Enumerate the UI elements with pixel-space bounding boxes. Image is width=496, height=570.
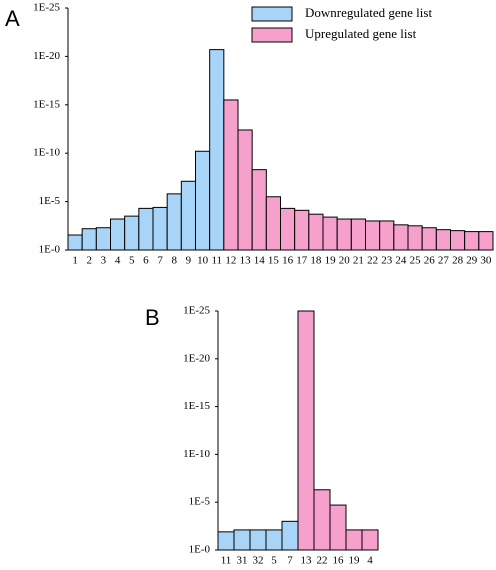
x-tick-label: 15 [268, 255, 280, 267]
x-tick-label: 6 [143, 255, 149, 267]
bar [152, 206, 168, 251]
bar [379, 220, 395, 251]
x-tick-label: 13 [301, 555, 313, 567]
x-tick-label: 11 [211, 255, 222, 267]
x-tick-label: 1 [72, 255, 78, 267]
x-tick-label: 2 [87, 255, 93, 267]
bar [308, 213, 324, 251]
legend-label: Upregulated gene list [305, 26, 417, 41]
y-tick-label: 1E-15 [183, 400, 210, 412]
bar [265, 196, 282, 251]
bar [67, 234, 83, 251]
bar [421, 227, 437, 251]
y-tick-label: 1E-25 [33, 2, 60, 14]
x-tick-label: 24 [395, 255, 407, 267]
bar [336, 218, 352, 251]
x-tick-label: 30 [480, 255, 492, 267]
x-tick-label: 27 [438, 255, 450, 267]
bar [251, 169, 267, 251]
x-tick-label: 3 [101, 255, 107, 267]
bar [450, 230, 466, 251]
legend-label: Downregulated gene list [305, 5, 432, 20]
x-tick-label: 31 [237, 555, 248, 567]
bar [124, 215, 140, 251]
bar [313, 489, 331, 551]
panel-label: A [5, 6, 20, 31]
x-tick-label: 21 [353, 255, 364, 267]
bar [407, 225, 423, 251]
x-tick-label: 16 [282, 255, 294, 267]
x-tick-label: 17 [296, 255, 308, 267]
x-tick-label: 9 [186, 255, 192, 267]
y-tick-label: 1E-0 [189, 544, 211, 556]
x-tick-label: 13 [240, 255, 252, 267]
panel-label: B [145, 305, 160, 330]
bar [361, 529, 379, 551]
bar [322, 216, 338, 251]
y-tick-label: 1E-25 [183, 305, 210, 317]
bar [166, 193, 182, 251]
x-tick-label: 4 [367, 555, 373, 567]
bar [249, 529, 267, 551]
x-tick-label: 8 [172, 255, 178, 267]
bar [280, 207, 296, 251]
x-tick-label: 25 [410, 255, 422, 267]
bar [233, 529, 251, 551]
y-tick-label: 1E-0 [39, 244, 61, 256]
y-tick-label: 1E-20 [33, 50, 60, 62]
x-tick-label: 28 [452, 255, 464, 267]
bar [297, 310, 315, 551]
x-tick-label: 5 [129, 255, 135, 267]
bar [294, 209, 310, 251]
x-tick-label: 4 [115, 255, 121, 267]
bar [478, 231, 494, 251]
bar [223, 99, 239, 251]
x-tick-label: 10 [197, 255, 209, 267]
x-tick-label: 19 [349, 555, 361, 567]
y-tick-label: 1E-10 [183, 448, 210, 460]
bar [435, 229, 452, 251]
bar [281, 520, 299, 551]
x-tick-label: 29 [466, 255, 478, 267]
x-tick-label: 18 [310, 255, 322, 267]
bar [464, 231, 480, 251]
y-tick-label: 1E-5 [39, 195, 61, 207]
bar [95, 227, 112, 251]
bar [393, 224, 409, 251]
bar [350, 218, 367, 251]
x-tick-label: 22 [367, 255, 378, 267]
x-tick-label: 14 [254, 255, 266, 267]
x-tick-label: 7 [157, 255, 163, 267]
bar [209, 49, 225, 251]
legend-swatch [251, 6, 293, 22]
bar [110, 218, 126, 251]
x-tick-label: 26 [424, 255, 436, 267]
y-tick-label: 1E-20 [183, 352, 210, 364]
bar [345, 529, 363, 551]
bar [237, 129, 253, 251]
y-tick-label: 1E-15 [33, 98, 60, 110]
x-tick-label: 12 [225, 255, 236, 267]
bar [81, 228, 97, 251]
bar [195, 150, 211, 251]
x-tick-label: 16 [333, 555, 345, 567]
x-tick-label: 5 [271, 555, 277, 567]
bar [265, 529, 283, 551]
bar [329, 504, 347, 551]
x-tick-label: 11 [221, 555, 232, 567]
legend-swatch [251, 27, 293, 43]
bar [138, 207, 154, 251]
bar [180, 180, 196, 251]
y-tick-label: 1E-10 [33, 147, 60, 159]
y-tick-label: 1E-5 [189, 496, 211, 508]
x-tick-label: 7 [287, 555, 293, 567]
x-tick-label: 19 [325, 255, 337, 267]
x-tick-label: 20 [339, 255, 351, 267]
x-tick-label: 22 [317, 555, 328, 567]
x-tick-label: 32 [253, 555, 264, 567]
bar [365, 220, 381, 251]
x-tick-label: 23 [381, 255, 393, 267]
bar [217, 531, 235, 551]
